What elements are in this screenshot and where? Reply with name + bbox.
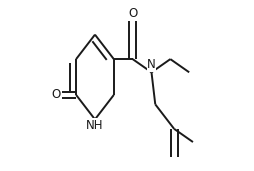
Text: O: O bbox=[52, 88, 61, 101]
Text: O: O bbox=[128, 7, 137, 20]
Text: NH: NH bbox=[86, 119, 104, 131]
Text: N: N bbox=[147, 58, 156, 71]
